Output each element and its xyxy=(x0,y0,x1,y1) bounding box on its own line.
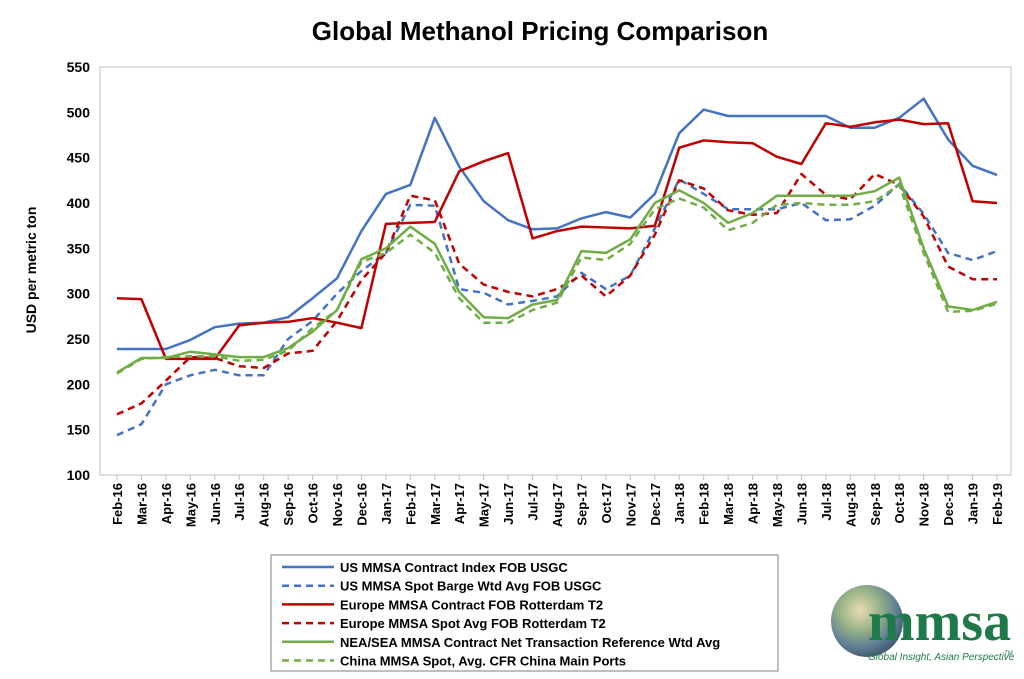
x-tick-label: Feb-17 xyxy=(403,483,418,525)
series-line-4 xyxy=(116,172,997,416)
x-tick-label: Aug-18 xyxy=(843,483,858,527)
legend: US MMSA Contract Index FOB USGC US MMSA S… xyxy=(270,554,779,672)
legend-label: US MMSA Contract Index FOB USGC xyxy=(340,560,568,575)
x-tick-label: Dec-17 xyxy=(648,483,663,526)
x-tick-label: Mar-16 xyxy=(134,483,149,525)
x-tick-label: Aug-17 xyxy=(550,483,565,527)
logo-trademark: TM xyxy=(1004,651,1013,657)
x-tick-label: Sep-16 xyxy=(281,483,296,526)
x-tick-label: May-17 xyxy=(477,483,492,527)
y-tick-label: 550 xyxy=(67,59,91,75)
logo-tagline: Global Insight, Asian Perspective xyxy=(868,652,1015,663)
x-tick-label: Apr-18 xyxy=(746,483,761,524)
x-tick-label: Mar-18 xyxy=(721,483,736,525)
x-tick-label: Jun-17 xyxy=(501,483,516,525)
x-tick-label: Jul-17 xyxy=(526,483,541,521)
plot-area-border xyxy=(99,66,1012,476)
x-tick-label: Feb-18 xyxy=(697,483,712,525)
series-line-6 xyxy=(116,183,998,375)
legend-label: China MMSA Spot, Avg. CFR China Main Por… xyxy=(340,654,626,669)
x-tick-label: Oct-17 xyxy=(599,483,614,523)
series-line-2 xyxy=(116,178,998,437)
x-tick-label: Aug-16 xyxy=(257,483,272,527)
x-tick-label: Nov-17 xyxy=(623,483,638,526)
series-lines xyxy=(116,97,998,437)
legend-label: US MMSA Spot Barge Wtd Avg FOB USGC xyxy=(340,579,602,594)
y-tick-label: 250 xyxy=(67,331,91,347)
x-tick-label: Jan-17 xyxy=(379,483,394,524)
x-tick-label: Oct-16 xyxy=(306,483,321,523)
mmsa-logo: mmsa Global Insight, Asian Perspective T… xyxy=(831,585,1015,663)
legend-label: NEA/SEA MMSA Contract Net Transaction Re… xyxy=(340,635,720,650)
chart-title: Global Methanol Pricing Comparison xyxy=(312,16,769,46)
y-axis-label: USD per metric ton xyxy=(23,207,39,334)
y-tick-label: 500 xyxy=(67,104,91,120)
legend-label: Europe MMSA Spot Avg FOB Rotterdam T2 xyxy=(340,616,606,631)
legend-box xyxy=(270,554,779,672)
x-tick-label: Apr-16 xyxy=(159,483,174,524)
x-tick-label: Feb-19 xyxy=(990,483,1005,525)
x-tick-label: Oct-18 xyxy=(892,483,907,523)
x-tick-label: Mar-17 xyxy=(428,483,443,525)
x-tick-label: Dec-18 xyxy=(941,483,956,526)
y-axis-ticks: 100 150 200 250 300 350 400 450 500 550 xyxy=(67,59,91,483)
x-tick-label: May-18 xyxy=(770,483,785,527)
x-tick-label: Jan-19 xyxy=(966,483,981,524)
x-tick-label: Jul-16 xyxy=(232,483,247,521)
x-tick-label: Nov-16 xyxy=(330,483,345,526)
y-tick-label: 350 xyxy=(67,240,91,256)
x-tick-label: May-16 xyxy=(183,483,198,527)
x-tick-label: Nov-18 xyxy=(917,483,932,526)
x-tick-label: Dec-16 xyxy=(354,483,369,526)
x-axis-ticks: Feb-16 Mar-16 Apr-16 May-16 Jun-16 Jul-16 Aug-… xyxy=(110,475,1005,527)
x-tick-label: Sep-17 xyxy=(574,483,589,526)
x-tick-label: Jun-16 xyxy=(208,483,223,525)
series-line-1 xyxy=(117,97,998,351)
x-tick-label: Jul-18 xyxy=(819,483,834,521)
series-line-3 xyxy=(116,118,998,361)
x-tick-label: Apr-17 xyxy=(452,483,467,524)
y-tick-label: 300 xyxy=(67,286,91,302)
y-tick-label: 450 xyxy=(67,150,91,166)
x-tick-label: Jun-18 xyxy=(794,483,809,525)
y-tick-label: 150 xyxy=(67,422,91,438)
logo-brand: mmsa xyxy=(868,591,1011,653)
x-tick-label: Sep-18 xyxy=(868,483,883,526)
y-tick-label: 400 xyxy=(67,195,91,211)
y-tick-label: 100 xyxy=(67,467,91,483)
y-tick-label: 200 xyxy=(67,376,91,392)
series-line-5 xyxy=(116,176,998,374)
globe-icon xyxy=(831,585,903,657)
legend-label: Europe MMSA Contract FOB Rotterdam T2 xyxy=(340,597,603,612)
x-tick-label: Feb-16 xyxy=(110,483,125,525)
x-tick-label: Jan-18 xyxy=(672,483,687,524)
